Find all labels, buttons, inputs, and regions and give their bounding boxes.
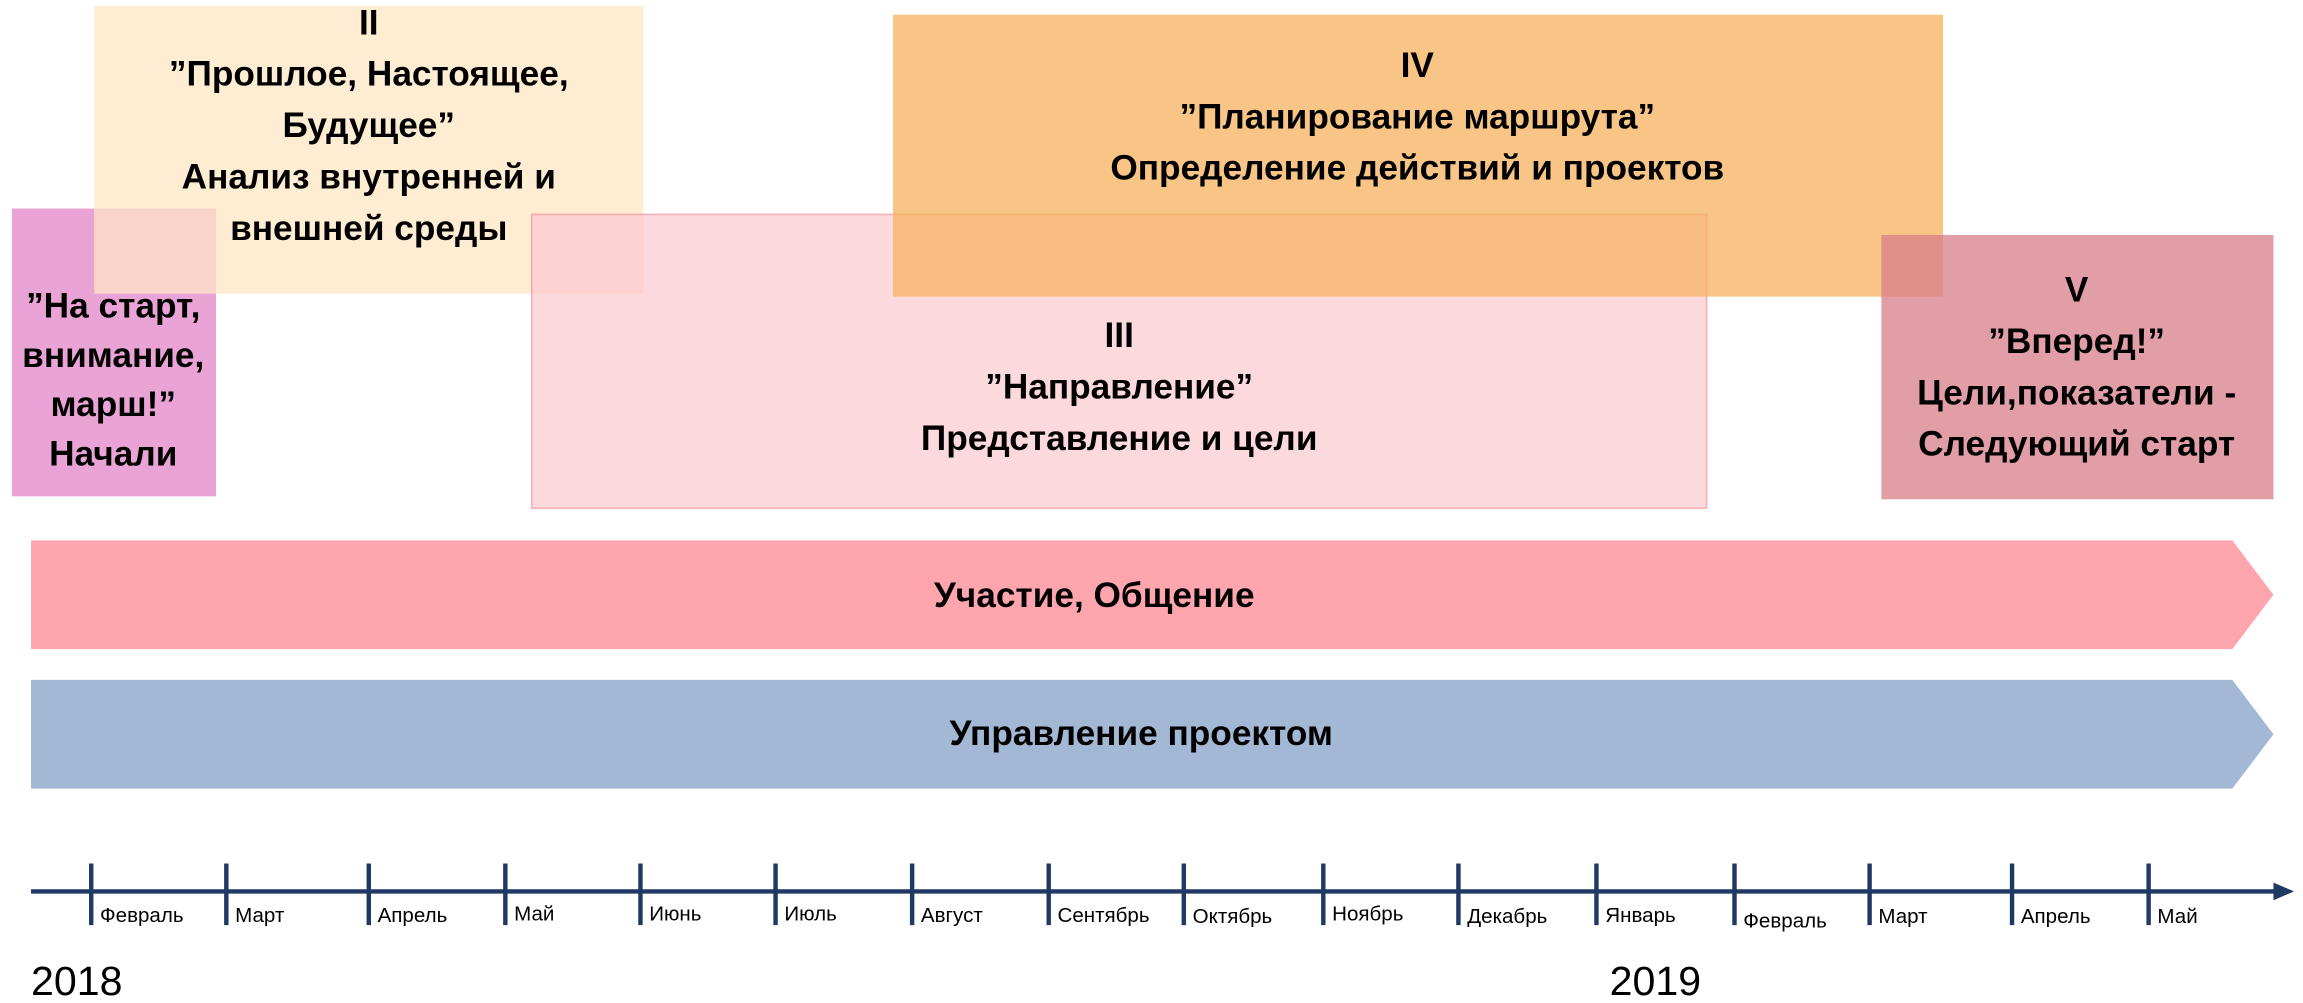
phase-text: V: [2065, 271, 2089, 310]
phase-text: Определение действий и проектов: [1110, 149, 1724, 188]
month-label: Сентябрь: [1058, 904, 1150, 927]
year-label: 2018: [31, 958, 122, 1003]
month-label: Июль: [784, 902, 836, 925]
month-label: Февраль: [1743, 910, 1827, 933]
phase-box: [1881, 234, 2274, 500]
month-label: Январь: [1605, 904, 1675, 927]
phase-text: II: [359, 3, 379, 42]
month-label: Февраль: [100, 904, 184, 927]
month-label: Март: [1878, 905, 1928, 928]
month-label: Август: [921, 904, 983, 927]
month-label: Декабрь: [1467, 905, 1547, 928]
month-label: Июнь: [649, 902, 701, 925]
month-label: Ноябрь: [1332, 902, 1403, 925]
phase-text: III: [1105, 316, 1134, 355]
phase-text: марш!”: [51, 385, 176, 424]
band-label: Участие, Общение: [934, 576, 1255, 615]
phase-text: ”Вперед!”: [1988, 322, 2165, 361]
month-label: Май: [514, 902, 554, 925]
month-label: Апрель: [378, 904, 448, 927]
year-label: 2019: [1610, 958, 1701, 1003]
phase-text: ”На старт,: [26, 287, 200, 326]
phase-text: Следующий старт: [1918, 425, 2235, 464]
month-label: Март: [235, 904, 285, 927]
phase-text: Цели,показатели -: [1917, 373, 2236, 412]
band-arrow: [31, 679, 2274, 789]
phase-text: Будущее”: [283, 106, 456, 145]
phase-text: Начали: [49, 434, 177, 473]
month-label: Октябрь: [1193, 905, 1273, 928]
timeline-arrowhead: [2273, 882, 2295, 901]
phase-text: Представление и цели: [921, 419, 1318, 458]
phase-text: Анализ внутренней и: [182, 157, 556, 196]
phase-text: IV: [1401, 46, 1435, 85]
phase-box: [893, 14, 1944, 297]
band-label: Управление проектом: [949, 714, 1332, 753]
phase-text: ”Направление”: [985, 367, 1253, 406]
phase-text: внимание,: [22, 336, 204, 375]
month-label: Апрель: [2021, 905, 2091, 928]
phase-text: ”Прошлое, Настоящее,: [169, 55, 569, 94]
band-arrow: [31, 540, 2274, 650]
phase-text: ”Планирование маршрута”: [1179, 97, 1655, 136]
month-label: Май: [2157, 905, 2197, 928]
phase-text: внешней среды: [230, 209, 507, 248]
